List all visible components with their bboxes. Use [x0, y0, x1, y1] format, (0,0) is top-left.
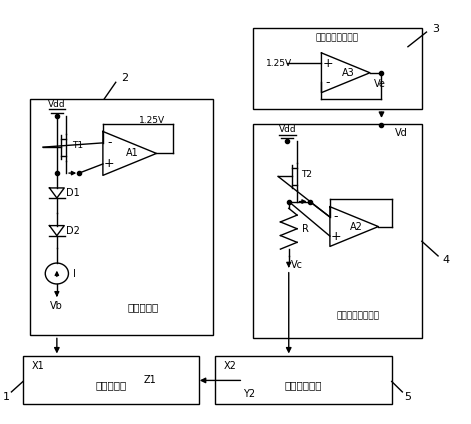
Text: 3: 3 — [432, 24, 439, 34]
Text: D2: D2 — [66, 226, 80, 236]
Text: T1: T1 — [72, 140, 83, 150]
Text: Vc: Vc — [291, 260, 303, 270]
Text: -: - — [107, 137, 112, 149]
Text: 二级稳压降噪电路: 二级稳压降噪电路 — [336, 312, 379, 321]
Text: -: - — [325, 76, 330, 89]
Text: +: + — [331, 230, 341, 243]
Text: A1: A1 — [126, 148, 138, 159]
Text: T2: T2 — [301, 170, 312, 179]
Text: I: I — [73, 268, 76, 279]
Text: 1.25V: 1.25V — [139, 117, 165, 126]
Text: 振荡器电源: 振荡器电源 — [128, 302, 159, 312]
Text: X1: X1 — [32, 361, 44, 371]
Text: 1.25V: 1.25V — [266, 59, 292, 68]
Bar — [252, 124, 422, 338]
Text: Z1: Z1 — [144, 375, 156, 385]
Text: D1: D1 — [66, 188, 80, 198]
Text: Y2: Y2 — [244, 389, 255, 399]
Text: 5: 5 — [405, 392, 412, 402]
Text: 4: 4 — [443, 255, 450, 265]
Text: +: + — [322, 57, 333, 70]
Text: R: R — [301, 224, 309, 234]
Text: Vdd: Vdd — [278, 125, 296, 134]
Text: 2: 2 — [122, 73, 129, 83]
Text: +: + — [104, 157, 115, 170]
Text: 1: 1 — [3, 392, 10, 402]
Text: A2: A2 — [350, 222, 363, 232]
Text: 温度补偿电路: 温度补偿电路 — [285, 380, 322, 390]
Text: Ve: Ve — [374, 79, 386, 89]
Text: Vd: Vd — [395, 128, 407, 138]
Text: X2: X2 — [224, 361, 237, 371]
Bar — [23, 356, 199, 404]
Bar — [215, 356, 392, 404]
Bar — [30, 99, 213, 335]
Text: 一级稳压降噪电路: 一级稳压降噪电路 — [316, 33, 359, 42]
Text: A3: A3 — [341, 68, 354, 78]
Bar — [252, 28, 422, 109]
Text: 晶体振荡器: 晶体振荡器 — [96, 380, 127, 390]
Text: Vb: Vb — [50, 301, 63, 311]
Text: -: - — [333, 211, 338, 223]
Text: Vdd: Vdd — [48, 100, 65, 109]
